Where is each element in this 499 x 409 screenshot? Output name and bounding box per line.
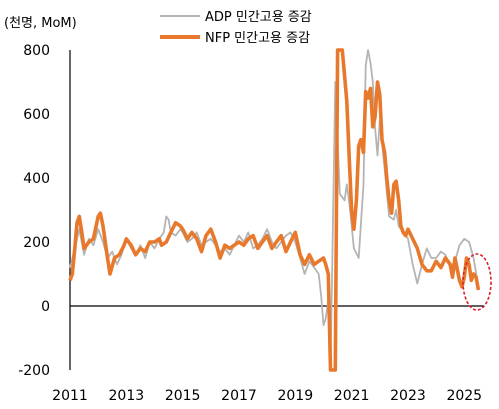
x-tick-label: 2019 [277, 388, 313, 404]
adp-series-line [69, 49, 480, 371]
nfp-series-line [68, 48, 481, 372]
x-tick-label: 2017 [221, 388, 257, 404]
series-layer [68, 48, 481, 372]
x-axis-tick-labels: 2011 2013 2015 2017 2019 2021 2023 2025 [52, 388, 482, 404]
y-tick-label: 800 [23, 43, 50, 59]
y-tick-label: 0 [41, 299, 50, 315]
x-tick-label: 2011 [52, 388, 88, 404]
y-axis-tick-labels: 800 600 400 200 0 -200 [18, 43, 50, 379]
y-tick-label: 400 [23, 171, 50, 187]
x-tick-label: 2023 [390, 388, 426, 404]
y-tick-label: 600 [23, 107, 50, 123]
legend-label-adp: ADP 민간고용 증감 [205, 10, 312, 25]
x-tick-label: 2013 [109, 388, 145, 404]
x-tick-label: 2025 [446, 388, 482, 404]
x-tick-label: 2021 [334, 388, 370, 404]
y-tick-label: 200 [23, 235, 50, 251]
unit-label: (천명, MoM) [4, 16, 77, 31]
legend: ADP 민간고용 증감 NFP 민간고용 증감 [160, 10, 312, 46]
recent-highlight-circle [462, 253, 492, 311]
legend-label-nfp: NFP 민간고용 증감 [205, 31, 310, 46]
y-tick-label: -200 [18, 363, 50, 379]
x-tick-label: 2015 [165, 388, 201, 404]
